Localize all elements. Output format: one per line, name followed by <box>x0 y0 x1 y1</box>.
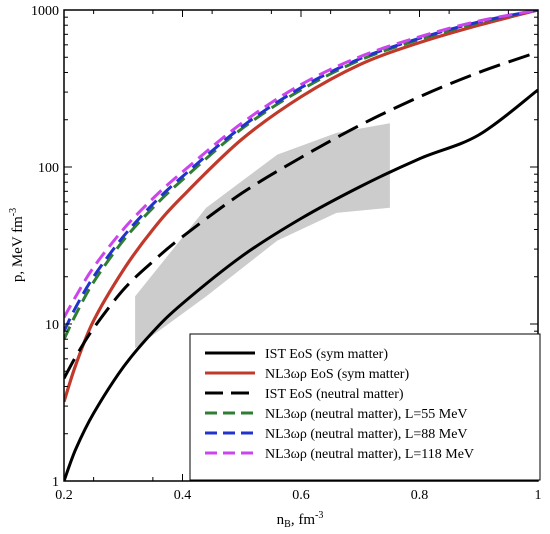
legend-label-2: NL3ωρ EoS (sym matter) <box>265 367 409 382</box>
x-tick-label: 0.8 <box>411 488 429 503</box>
x-tick-label: 0.2 <box>55 488 73 503</box>
series-line-1 <box>64 88 538 481</box>
legend: IST EoS (sym matter) NL3ωρ EoS (sym matte… <box>189 333 541 481</box>
series-line-3 <box>64 50 538 380</box>
x-tick-label: 0.6 <box>292 488 310 503</box>
ticks-layer: 0.2 0.4 0.6 0.8 1 1 10 100 1000 <box>31 4 542 503</box>
legend-box <box>189 333 541 481</box>
x-tick-label: 0.4 <box>174 488 192 503</box>
legend-label-3: IST EoS (neutral matter) <box>265 387 404 402</box>
legend-items: IST EoS (sym matter) NL3ωρ EoS (sym matte… <box>205 347 474 462</box>
x-axis-label-sub: B <box>284 519 291 530</box>
legend-label-4: NL3ωρ (neutral matter), L=55 MeV <box>265 407 468 422</box>
series-line-6 <box>64 10 538 319</box>
x-tick-label: 1 <box>535 488 542 503</box>
y-tick-label: 10 <box>45 318 59 333</box>
legend-label-1: IST EoS (sym matter) <box>265 347 388 362</box>
series-line-2 <box>64 10 538 403</box>
y-tick-label: 1000 <box>31 4 59 19</box>
series-line-4 <box>64 10 538 340</box>
series-layer <box>64 10 538 481</box>
legend-label-5: NL3ωρ (neutral matter), L=88 MeV <box>265 427 468 442</box>
y-axis-title: p, MeV fm-3 <box>8 208 26 282</box>
legend-label-6: NL3ωρ (neutral matter), L=118 MeV <box>265 447 474 462</box>
constraint-band-layer <box>135 123 390 349</box>
x-axis-label-main: n <box>277 512 285 528</box>
y-axis-label-sup: -3 <box>8 208 19 216</box>
constraint-band <box>135 123 390 349</box>
x-axis-title: nB, fm-3 <box>277 510 324 530</box>
y-tick-label: 1 <box>52 475 59 490</box>
y-tick-label: 100 <box>38 161 59 176</box>
y-axis-label-main: p, MeV fm <box>10 216 26 282</box>
x-axis-label-sup: -3 <box>315 510 323 521</box>
x-axis-label-unit: , fm <box>291 512 315 528</box>
